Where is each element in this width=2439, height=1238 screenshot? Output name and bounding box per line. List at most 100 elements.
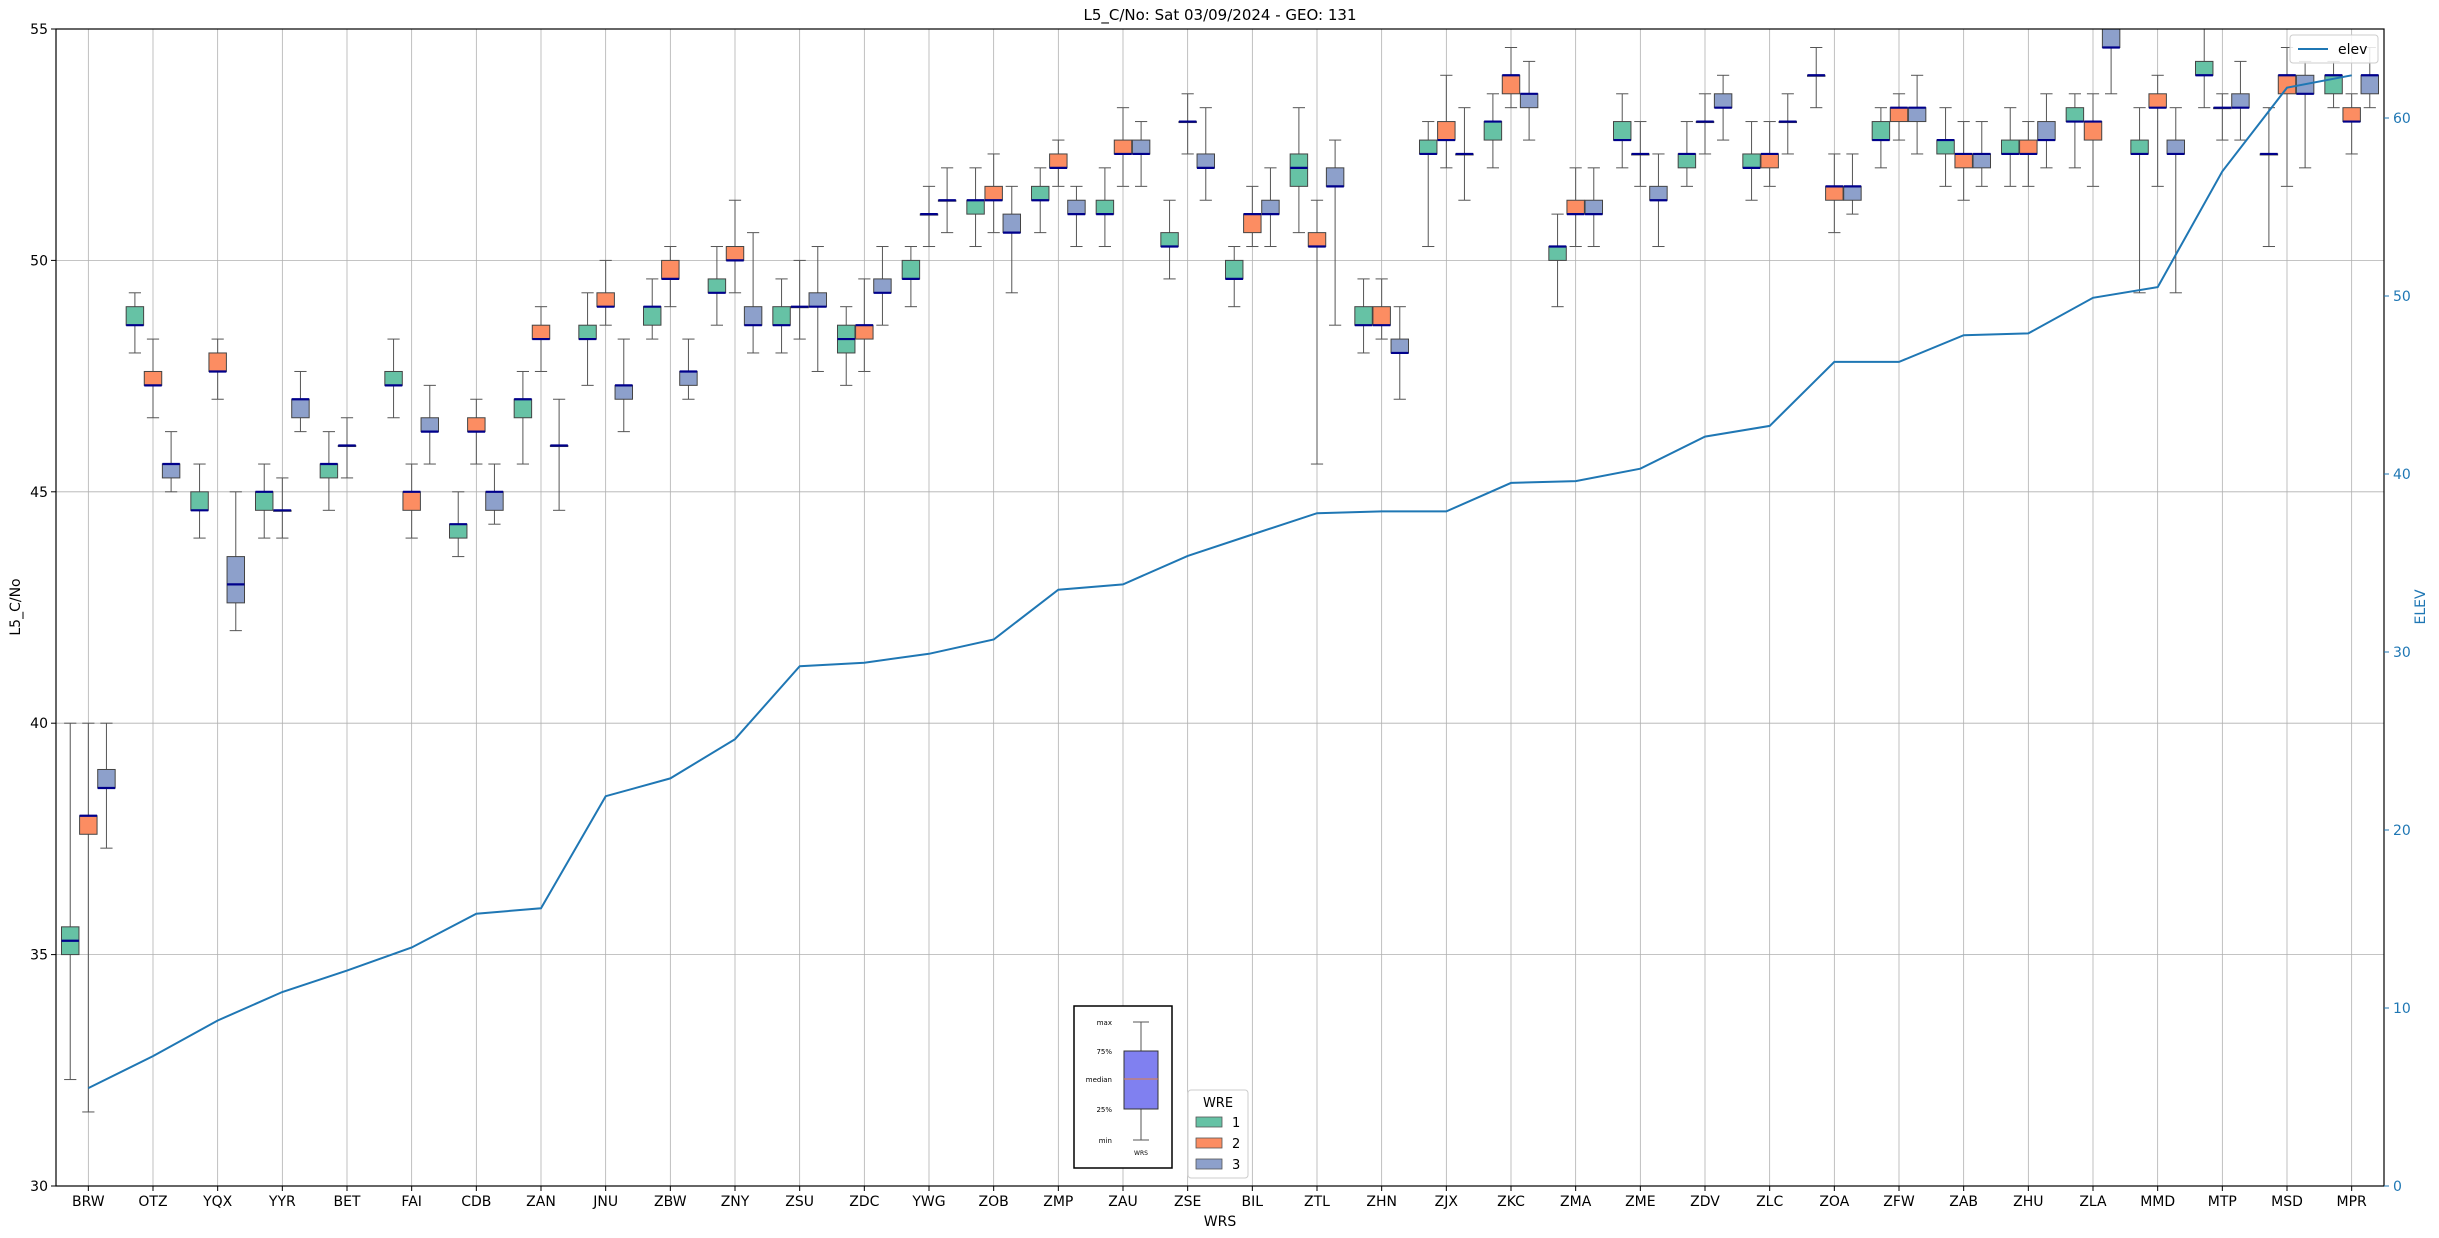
box-yyr-wre3	[291, 370, 310, 433]
box-zme-wre2	[1631, 121, 1650, 187]
box-zfw-wre3	[1907, 74, 1927, 155]
box-iqr	[1519, 93, 1539, 109]
box-iqr	[1307, 232, 1327, 248]
box-zab-wre1	[1936, 107, 1955, 187]
box-jnu-wre1	[578, 292, 597, 386]
box-iqr	[642, 306, 662, 326]
box-iqr	[1131, 139, 1151, 155]
box-ywg-wre3	[937, 167, 957, 234]
box-bet-wre2	[337, 417, 357, 479]
box-iqr	[1325, 167, 1345, 187]
y-tick-label: 30	[30, 1179, 48, 1195]
box-iqr	[384, 370, 403, 386]
box-iqr	[1196, 153, 1216, 169]
grid	[56, 28, 2384, 1187]
box-zsu-wre2	[790, 259, 809, 340]
y-tick-label: 45	[30, 485, 48, 501]
y-tick-label: 35	[30, 948, 48, 964]
elev-line	[87, 74, 2352, 1089]
box-cdb-wre2	[467, 398, 486, 465]
box-ztl-wre1	[1289, 107, 1309, 234]
box-mpr-wre3	[2360, 47, 2380, 109]
box-iqr	[679, 370, 698, 386]
box-iqr	[1548, 246, 1567, 261]
box-zjx-wre1	[1418, 121, 1438, 248]
box-iqr	[1160, 232, 1179, 248]
box-yqx-wre3	[226, 491, 246, 632]
x-tick-label: YQX	[202, 1194, 233, 1210]
box-brw-wre2	[79, 722, 98, 1113]
box-iqr	[420, 417, 440, 433]
box-iqr	[125, 306, 145, 326]
box-iqr	[2277, 74, 2297, 95]
x-tick-label: CDB	[461, 1194, 491, 1210]
box-iqr	[1907, 107, 1927, 123]
box-iqr	[448, 523, 468, 539]
y-axis-label: L5_C/No	[8, 578, 24, 635]
box-iqr	[513, 398, 533, 419]
plot-frame	[55, 28, 2385, 1187]
wre-legend-swatch-3	[1195, 1158, 1223, 1170]
box-iqr	[1566, 199, 1585, 215]
box-msd-wre1	[2259, 107, 2279, 248]
elev-legend-label: elev	[2338, 42, 2367, 58]
box-iqr	[966, 199, 985, 215]
box-zfw-wre1	[1871, 107, 1891, 169]
x-tick-label: ZFW	[1883, 1194, 1915, 1210]
box-zab-wre3	[1972, 121, 1992, 187]
box-iqr	[291, 398, 310, 419]
x-tick-label: MPR	[2337, 1194, 2368, 1210]
box-zhu-wre2	[2019, 121, 2038, 187]
box-zma-wre3	[1584, 167, 1604, 248]
x-tick-label: MTP	[2208, 1194, 2237, 1210]
key-box-label-median: median	[1086, 1076, 1112, 1084]
y2-tick-label: 10	[2393, 1001, 2411, 1017]
box-zme-wre1	[1612, 93, 1632, 169]
box-iqr	[1437, 121, 1456, 141]
box-iqr	[2231, 93, 2250, 109]
x-tick-label: ZMP	[1043, 1194, 1073, 1210]
box-iqr	[467, 417, 486, 433]
box-iqr	[1871, 121, 1891, 141]
x-tick-label: BIL	[1242, 1194, 1264, 1210]
box-zan-wre2	[531, 306, 551, 372]
box-bet-wre1	[319, 431, 339, 511]
x-tick-label: ZME	[1625, 1194, 1656, 1210]
x-tick-label: ZDV	[1690, 1194, 1720, 1210]
box-iqr	[1372, 306, 1391, 326]
wre-legend-title: WRE	[1203, 1096, 1233, 1111]
box-iqr	[161, 463, 181, 479]
box-zdv-wre1	[1677, 121, 1697, 187]
box-bil-wre2	[1243, 185, 1262, 248]
box-zdv-wre3	[1713, 74, 1733, 141]
box-iqr	[208, 352, 227, 372]
box-zhu-wre1	[2000, 107, 2020, 187]
box-fai-wre1	[384, 338, 403, 419]
box-iqr	[2360, 74, 2380, 95]
box-iqr	[1067, 199, 1086, 215]
box-iqr	[1049, 153, 1068, 169]
y2-axis-label: ELEV	[2413, 589, 2429, 624]
box-zhu-wre3	[2037, 93, 2056, 169]
wre-legend: WRE 1 2 3	[1187, 1089, 1249, 1179]
x-tick-label: ZLC	[1756, 1194, 1783, 1210]
box-iqr	[1954, 153, 1973, 169]
chart-title: L5_C/No: Sat 03/09/2024 - GEO: 131	[1083, 6, 1356, 25]
box-mtp-wre3	[2231, 60, 2250, 141]
box-iqr	[707, 278, 727, 294]
box-zau-wre2	[1113, 107, 1133, 187]
box-iqr	[2019, 139, 2038, 155]
x-axis-label: WRS	[1204, 1214, 1237, 1230]
x-tick-label: MMD	[2140, 1194, 2175, 1210]
x-tick-label: ZOB	[979, 1194, 1009, 1210]
box-iqr	[1002, 213, 1022, 234]
key-box-label-25: 25%	[1096, 1106, 1112, 1114]
x-tick-label: ZLA	[2079, 1194, 2107, 1210]
box-iqr	[1713, 93, 1733, 109]
elev-legend: elev	[2289, 34, 2379, 64]
box-bil-wre1	[1224, 246, 1244, 308]
box-iqr	[1418, 139, 1438, 155]
box-zdc-wre1	[836, 306, 856, 386]
box-iqr	[1584, 199, 1604, 215]
wre-legend-swatch-1	[1195, 1116, 1223, 1128]
